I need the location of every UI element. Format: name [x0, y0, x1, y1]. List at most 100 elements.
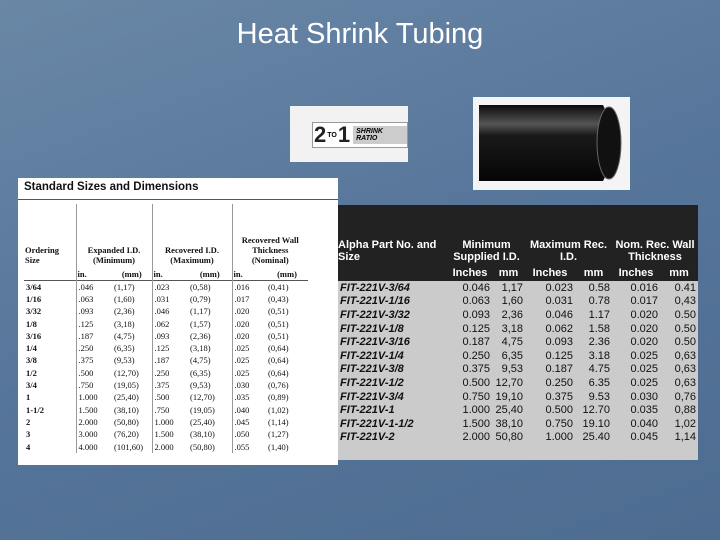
table-cell: 0,63	[674, 363, 696, 376]
table-cell: FIT-221V-3/4	[340, 390, 404, 403]
table-cell: 0.093	[462, 308, 490, 321]
column-header: Minimum Supplied I.D.	[448, 205, 525, 265]
table-cell: (19,05)	[114, 380, 139, 391]
table-cell: 9.53	[588, 390, 610, 403]
table-cell: 0,63	[674, 349, 696, 362]
alpha-grid: Alpha Part No. and Size Minimum Supplied…	[338, 205, 698, 444]
column-header: Expanded I.D. (Minimum)	[75, 204, 152, 266]
alpha-rows: FIT-221V-3/64 0.046 1,17 0.023 0.58 0.016 0.41…	[338, 281, 698, 444]
column-header: Alpha Part No. and Size	[338, 205, 448, 265]
alpha-table: Alpha Part No. and Size Minimum Supplied…	[338, 205, 698, 460]
table-cell: (38,10)	[190, 429, 215, 440]
table-cell: 0.50	[674, 336, 696, 349]
unit-header: in.	[75, 266, 112, 280]
table-cell: 0,43	[674, 295, 696, 308]
table-cell: (3,18)	[190, 343, 211, 354]
table-row: 3/4 .750 (19,05) .375 (9,53) .030 (0,76)	[24, 378, 308, 392]
table-cell: 0.250	[462, 349, 490, 362]
table-cell: .020	[231, 317, 266, 330]
table-cell: 0.750	[462, 390, 490, 403]
table-cell: 1.58	[588, 322, 610, 335]
table-cell: (25,40)	[114, 392, 139, 403]
table-cell: .031	[151, 292, 188, 306]
table-cell: (0,76)	[268, 380, 289, 391]
table-cell: 0.016	[630, 281, 658, 294]
table-cell: 19.10	[582, 417, 610, 430]
table-cell: (12,70)	[190, 392, 215, 403]
table-cell: (1,40)	[268, 441, 289, 452]
badge-number: 2	[314, 122, 327, 147]
table-cell: FIT-221V-2	[340, 431, 395, 444]
table-cell: 0.020	[630, 322, 658, 335]
column-header: Maximum Rec. I.D.	[525, 205, 612, 265]
badge-frame: 2 TO 1 SHRINK RATIO	[312, 122, 408, 148]
table-cell: .020	[231, 329, 266, 342]
table-cell: 0.045	[630, 431, 658, 444]
table-cell: FIT-221V-3/64	[340, 281, 410, 294]
table-cell: (1,17)	[114, 281, 135, 292]
badge-label: SHRINK RATIO	[353, 126, 407, 144]
column-header: Recovered Wall Thickness (Nominal)	[231, 204, 308, 266]
unit-header: (mm)	[199, 268, 220, 279]
table-cell: 4.000	[75, 440, 112, 453]
table-cell: 1.000	[462, 404, 490, 417]
table-cell: (3,18)	[114, 318, 135, 329]
table-cell: (2,36)	[114, 306, 135, 317]
table-cell: 0.025	[630, 349, 658, 362]
table-cell: 19,10	[495, 390, 523, 403]
table-cell: 1/8	[26, 318, 37, 329]
table-row: FIT-221V-2 2.000 50,80 1.000 25.40 0.045 1,14	[338, 431, 698, 445]
table-cell: .063	[75, 292, 112, 306]
table-cell: .025	[231, 341, 266, 355]
table-cell: (25,40)	[190, 416, 215, 427]
column-header: Nom. Rec. Wall Thickness	[612, 205, 698, 265]
table-cell: 2.000	[75, 415, 112, 429]
table-cell: 12.70	[582, 404, 610, 417]
table-cell: (0,43)	[268, 293, 289, 304]
table-cell: FIT-221V-1/2	[340, 376, 404, 389]
table-cell: 4,75	[501, 336, 523, 349]
table-cell: FIT-221V-3/32	[340, 308, 410, 321]
table-cell: (9,53)	[190, 380, 211, 391]
table-cell: 1,14	[674, 431, 696, 444]
table-row: 1/8 .125 (3,18) .062 (1,57) .020 (0,51)	[24, 317, 308, 330]
table-cell: 9,53	[501, 363, 523, 376]
table-cell: 0.020	[630, 336, 658, 349]
table-row: 3 3.000 (76,20) 1.500 (38,10) .050 (1,27)	[24, 428, 308, 441]
slide-title: Heat Shrink Tubing	[236, 18, 484, 50]
table-cell: .250	[75, 341, 112, 355]
unit-header: Inches	[525, 265, 575, 281]
table-cell: .187	[151, 354, 188, 367]
table-cell: (50,80)	[190, 441, 215, 452]
table-cell: 0.062	[545, 322, 573, 335]
table-cell: 0,76	[674, 390, 696, 403]
badge-to: TO	[327, 131, 337, 139]
table-cell: .045	[231, 415, 266, 429]
table-cell: 0.040	[630, 417, 658, 430]
table-cell: 2.000	[462, 431, 490, 444]
table-cell: (0,58)	[190, 281, 211, 292]
table-cell: .093	[151, 329, 188, 342]
table-cell: 3/64	[26, 281, 42, 292]
table-cell: (4,75)	[114, 330, 135, 341]
unit-header: mm	[660, 265, 698, 281]
unit-header: Inches	[612, 265, 660, 281]
table-cell: 4.75	[588, 363, 610, 376]
table-cell: .050	[231, 428, 266, 441]
table-cell: 0.250	[545, 376, 573, 389]
table-cell: .025	[231, 354, 266, 367]
table-cell: (6,35)	[190, 367, 211, 378]
table-cell: 3/8	[26, 355, 37, 366]
tube-photo	[473, 97, 630, 190]
unit-header: Inches	[448, 265, 492, 281]
table-cell: (6,35)	[114, 343, 135, 354]
table-row: FIT-221V-1-1/2 1.500 38,10 0.750 19.10 0.040 1…	[338, 417, 698, 431]
table-cell: 1,17	[501, 281, 523, 294]
table-cell: 1,02	[674, 417, 696, 430]
badge-number: 1	[337, 122, 351, 147]
table-cell: 0,88	[674, 404, 696, 417]
table-cell: (38,10)	[114, 404, 139, 415]
table-cell: 1.000	[75, 391, 112, 404]
table-cell: 0.58	[588, 281, 610, 294]
